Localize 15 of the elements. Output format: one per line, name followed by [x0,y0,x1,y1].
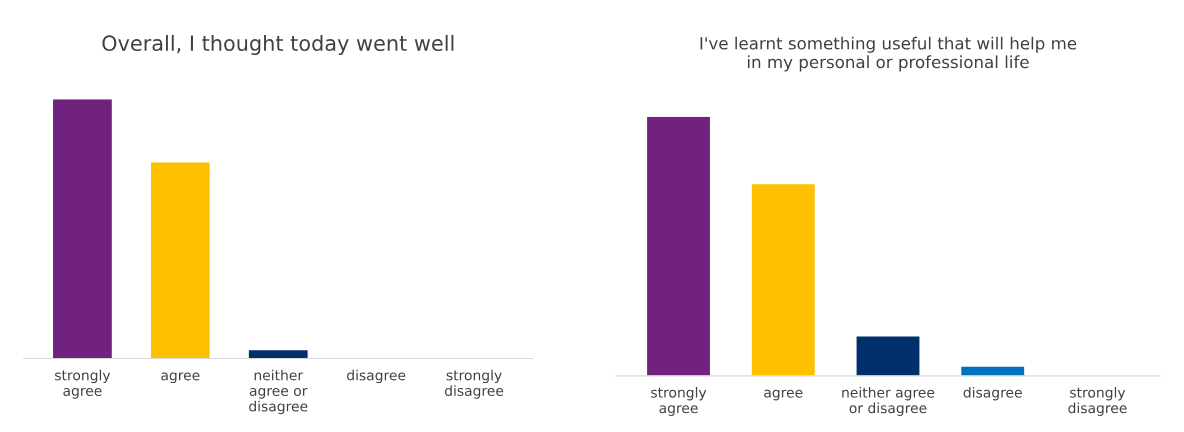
x-tick-label: neither agree or disagree [249,369,308,415]
x-tick-label: agree [161,372,200,384]
chart-title: Overall, I thought today went well [102,34,454,56]
x-tick-label: disagree [347,369,406,384]
x-tick-label: strongly disagree [444,369,504,399]
x-tick-label: disagree [963,386,1022,401]
bar [647,116,710,376]
x-tick-label: strongly agree [55,369,111,399]
chart-title: I've learnt something useful that will help me in my personal or professional life [700,36,1077,72]
x-tick-label: strongly agree [651,386,707,416]
bar [751,184,815,376]
x-tick-label: neither agree or disagree [842,386,935,416]
bar [856,336,920,376]
x-tick-label: agree [764,389,803,401]
x-tick-label: strongly disagree [1068,386,1127,416]
